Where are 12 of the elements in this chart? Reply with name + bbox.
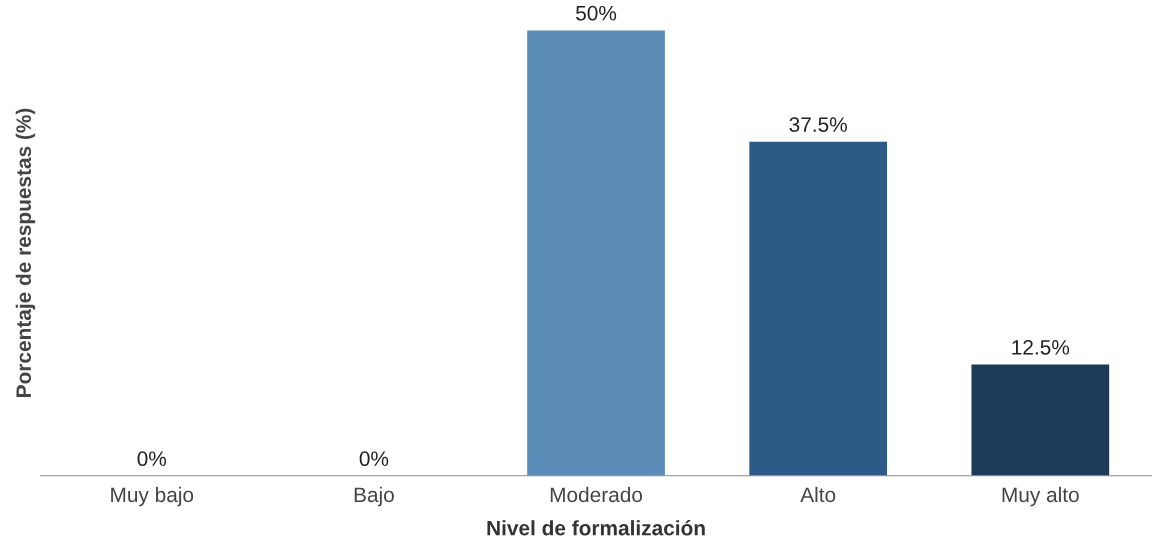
data-label: 37.5%: [789, 117, 847, 132]
x-tick-label: Bajo: [354, 486, 394, 507]
data-label: 0%: [359, 451, 389, 467]
data-label: 50%: [576, 5, 617, 21]
data-label: 12.5%: [1012, 339, 1070, 355]
x-tick-label: Muy alto: [1002, 486, 1079, 507]
y-axis-title: Porcentaje de respuestas (%): [15, 108, 36, 397]
x-tick-label: Alto: [800, 486, 836, 503]
data-label: 0%: [137, 451, 167, 467]
x-axis-title: Nivel de formalización: [487, 519, 705, 536]
x-tick-label: Muy bajo: [111, 486, 194, 507]
x-tick-label: Moderado: [550, 486, 643, 503]
